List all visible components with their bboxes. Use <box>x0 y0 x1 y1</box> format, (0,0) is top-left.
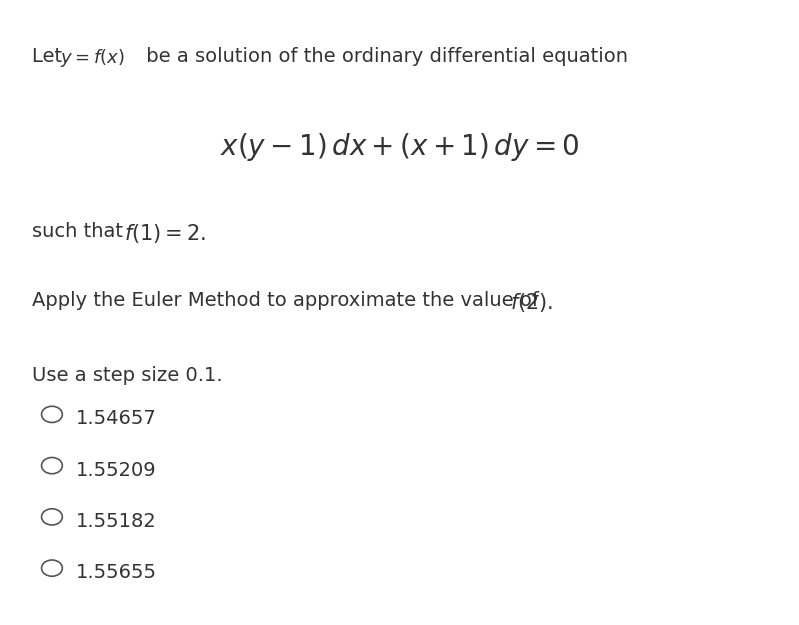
Text: 1.55209: 1.55209 <box>76 461 157 479</box>
Text: 1.55182: 1.55182 <box>76 512 157 531</box>
Text: Use a step size 0.1.: Use a step size 0.1. <box>32 366 223 384</box>
Text: be a solution of the ordinary differential equation: be a solution of the ordinary differenti… <box>140 47 628 66</box>
Text: 1.54657: 1.54657 <box>76 409 157 428</box>
Text: Apply the Euler Method to approximate the value of: Apply the Euler Method to approximate th… <box>32 291 545 309</box>
Text: $x(y-1)\,dx+(x+1)\,dy=0$: $x(y-1)\,dx+(x+1)\,dy=0$ <box>220 131 579 163</box>
Text: such that: such that <box>32 222 129 241</box>
Text: $f(1)=2.$: $f(1)=2.$ <box>124 222 206 245</box>
Text: Let: Let <box>32 47 69 66</box>
Text: $y=f(x)$: $y=f(x)$ <box>60 47 125 69</box>
Text: 1.55655: 1.55655 <box>76 563 157 582</box>
Text: $f(2).$: $f(2).$ <box>510 291 553 314</box>
